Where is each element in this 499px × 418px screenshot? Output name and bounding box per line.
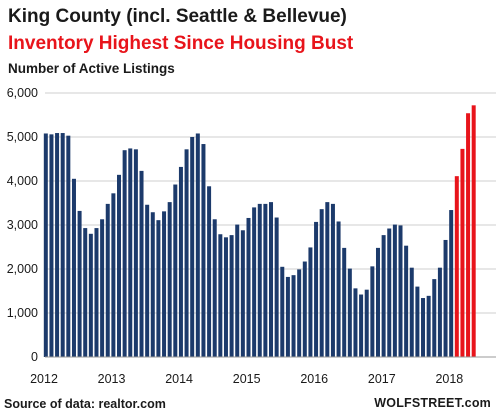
bar	[370, 266, 375, 357]
bar	[285, 276, 290, 357]
bar	[111, 193, 116, 357]
bar	[240, 230, 245, 357]
bar	[392, 224, 397, 357]
bar	[49, 134, 54, 357]
bar	[342, 247, 347, 357]
bar	[156, 220, 161, 357]
bar	[319, 209, 324, 357]
x-tick-label: 2016	[300, 372, 328, 386]
bar	[308, 247, 313, 357]
bar	[443, 239, 448, 357]
bar	[375, 247, 380, 357]
bar	[133, 149, 138, 357]
bar	[252, 207, 257, 357]
y-tick-label: 5,000	[7, 130, 38, 144]
y-tick-label: 2,000	[7, 262, 38, 276]
bar	[426, 295, 431, 357]
bar	[449, 210, 454, 357]
bar	[223, 237, 228, 357]
bar	[173, 184, 178, 357]
x-tick-label: 2015	[233, 372, 261, 386]
bar	[117, 174, 121, 357]
bar	[432, 279, 437, 357]
bar	[66, 135, 71, 357]
bar	[178, 166, 183, 357]
bar	[359, 294, 364, 357]
bar	[263, 203, 268, 357]
bar	[347, 268, 352, 357]
bar	[460, 148, 465, 357]
bar	[184, 149, 189, 357]
bar	[235, 224, 240, 357]
source-note: Source of data: realtor.com	[4, 397, 166, 411]
chart-title: King County (incl. Seattle & Bellevue)	[8, 6, 347, 27]
bar	[415, 286, 420, 357]
credit-logo: WOLFSTREET.com	[374, 396, 491, 410]
bar	[437, 267, 442, 357]
bar	[325, 202, 330, 357]
y-tick-label: 3,000	[7, 218, 38, 232]
x-tick-label: 2018	[435, 372, 463, 386]
y-tick-label: 6,000	[7, 86, 38, 100]
bar	[212, 219, 217, 357]
y-axis-label: Number of Active Listings	[8, 61, 175, 76]
bar	[269, 202, 274, 357]
bar	[43, 133, 48, 357]
bar	[94, 228, 99, 357]
bar	[336, 221, 341, 357]
bar	[55, 133, 60, 357]
bar	[218, 234, 223, 357]
bar	[246, 217, 251, 357]
bar	[398, 225, 403, 357]
bar	[314, 221, 319, 357]
bar	[274, 217, 279, 357]
bar	[297, 269, 302, 357]
bar	[150, 212, 155, 357]
bar	[195, 133, 200, 357]
bar	[100, 219, 105, 357]
y-tick-label: 1,000	[7, 306, 38, 320]
bar	[387, 228, 392, 357]
bar	[105, 203, 110, 357]
bar	[71, 178, 76, 357]
bar	[60, 133, 65, 357]
bar	[88, 233, 93, 357]
bar	[122, 150, 127, 357]
bar	[454, 176, 459, 357]
x-tick-label: 2012	[30, 372, 58, 386]
bar	[291, 275, 296, 357]
bar	[409, 267, 414, 357]
bar	[190, 137, 195, 357]
bar	[145, 204, 150, 357]
bar	[280, 266, 285, 357]
bar	[77, 210, 82, 357]
x-tick-label: 2014	[165, 372, 193, 386]
bar	[257, 203, 262, 357]
bar	[381, 235, 386, 357]
bar	[207, 186, 212, 357]
x-tick-label: 2017	[368, 372, 396, 386]
bar	[201, 144, 206, 357]
bar	[162, 211, 167, 357]
bar	[302, 261, 307, 357]
bar	[330, 203, 335, 357]
y-tick-label: 0	[31, 350, 38, 364]
bar	[229, 235, 234, 357]
bar	[421, 298, 426, 357]
chart-subtitle: Inventory Highest Since Housing Bust	[8, 33, 354, 54]
bar	[466, 113, 471, 358]
bar	[83, 228, 88, 357]
bar	[128, 148, 133, 357]
bar	[404, 245, 409, 357]
bar	[364, 289, 369, 357]
bar	[139, 170, 144, 357]
bar	[353, 288, 358, 357]
x-tick-label: 2013	[98, 372, 126, 386]
bar	[167, 202, 172, 357]
bar	[471, 105, 476, 357]
y-tick-label: 4,000	[7, 174, 38, 188]
